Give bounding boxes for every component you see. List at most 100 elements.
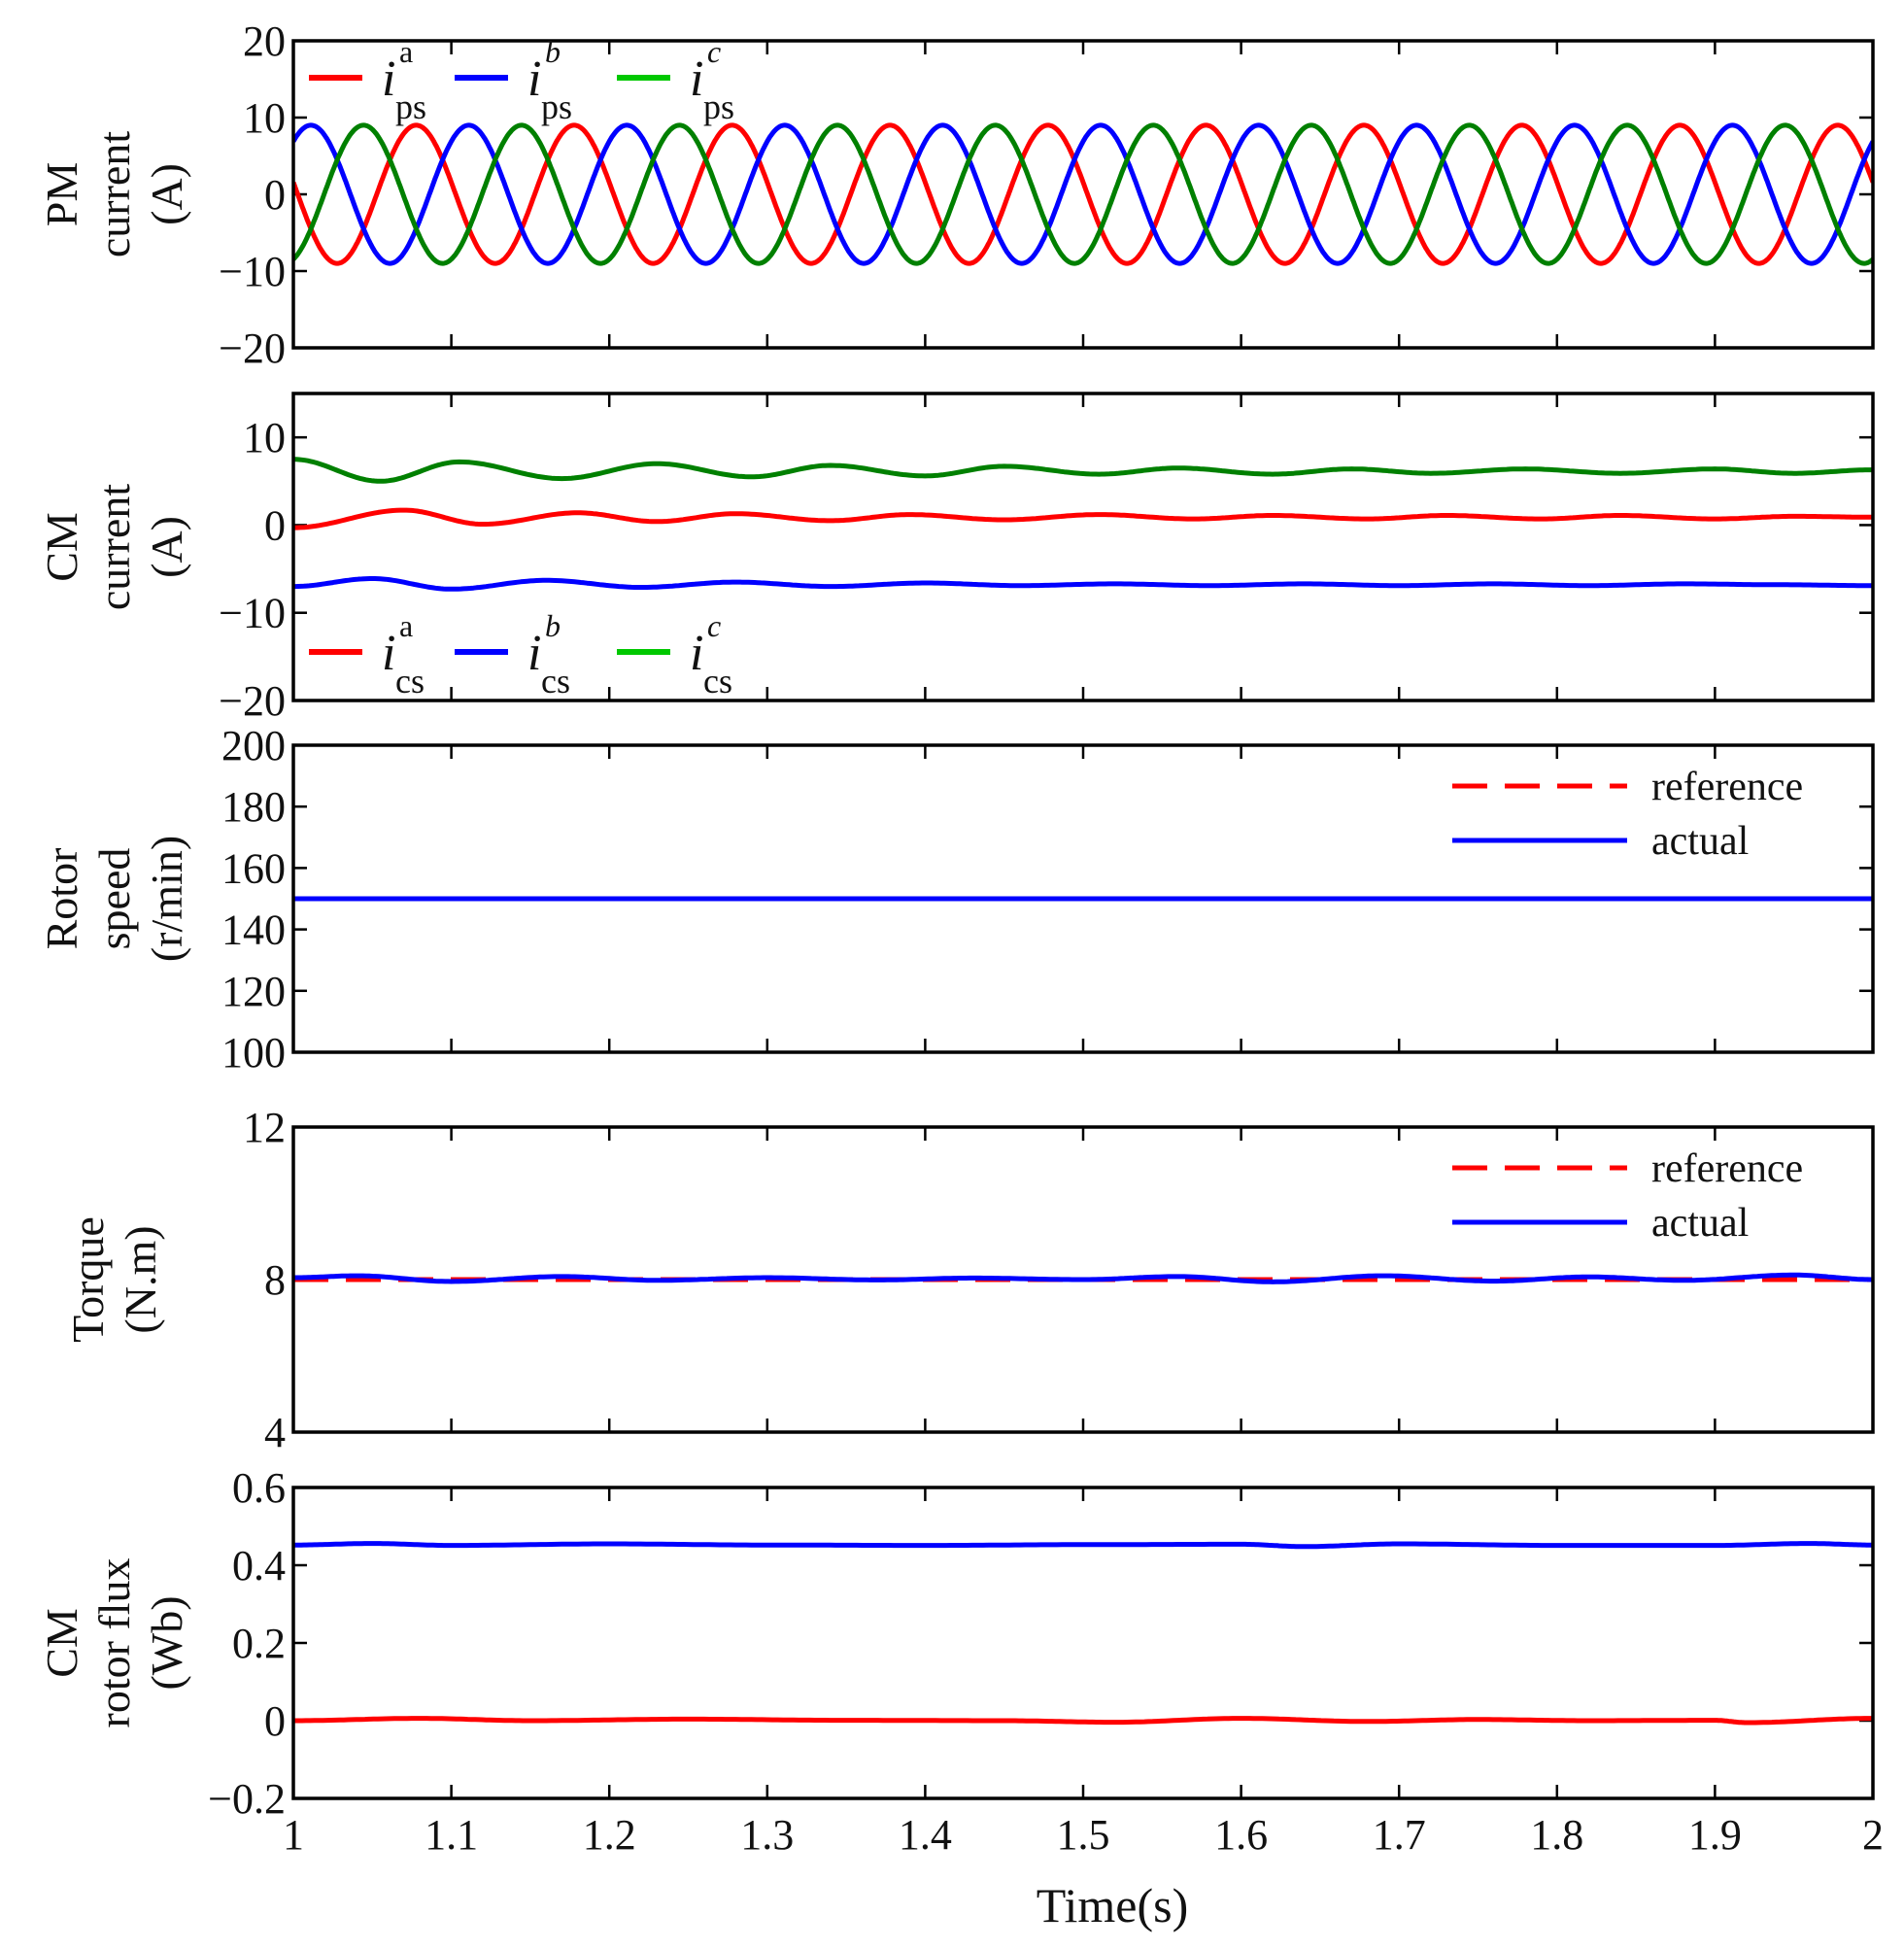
y-tick-label: 20: [243, 17, 286, 65]
x-tick-label: 1.6: [1214, 1811, 1268, 1859]
y-tick-label: 10: [243, 414, 286, 462]
x-tick-label: 1.3: [740, 1811, 794, 1859]
y-tick-label: −10: [219, 248, 286, 295]
y-tick-label: 12: [243, 1104, 286, 1151]
legend-label: actual: [1651, 819, 1749, 864]
x-tick-label: 1.2: [583, 1811, 636, 1859]
y-axis-title-line: current: [89, 131, 139, 257]
y-tick-label: −20: [219, 325, 286, 372]
y-tick-label: −20: [219, 677, 286, 725]
legend-superscript: c: [707, 608, 721, 643]
y-axis-title-line: CM: [37, 1608, 86, 1678]
y-axis-title: PMcurrent(A): [37, 131, 191, 257]
y-tick-label: 0.6: [232, 1464, 286, 1512]
y-axis-title-line: current: [89, 484, 139, 610]
series-line-2: [293, 122, 1873, 266]
series-group: [293, 1541, 1873, 1726]
y-axis-title: Torque(N.m): [63, 1216, 165, 1343]
legend-label: reference: [1651, 765, 1803, 809]
x-tick-label: 2: [1862, 1811, 1884, 1859]
series-line-2: [293, 1716, 1873, 1726]
legend-subscript: ps: [703, 87, 734, 126]
y-tick-label: 100: [221, 1029, 286, 1077]
y-axis-title-line: rotor flux: [89, 1557, 139, 1727]
series-line-3: [293, 576, 1873, 592]
plot-frame: [291, 39, 1875, 350]
y-tick-label: 0: [264, 501, 286, 549]
legend-symbol: i: [382, 626, 395, 681]
chart-panel-4: 12 8 4 Torque(N.m) reference actual: [63, 1104, 1875, 1456]
legend-subscript: cs: [541, 662, 570, 701]
y-axis-title: Rotorspeed(r/min): [37, 836, 191, 962]
y-axis-title-line: PM: [37, 162, 86, 226]
legend-subscript: ps: [541, 87, 572, 126]
x-tick-label: 1: [283, 1811, 304, 1859]
y-tick-label: 200: [221, 722, 286, 769]
plot-frame: [291, 392, 1875, 702]
legend-subscript: ps: [395, 87, 426, 126]
y-tick-label: −10: [219, 590, 286, 637]
y-axis-title: CMrotor flux(Wb): [37, 1557, 191, 1727]
chart-panel-5: 0.6 0.4 0.2 0 −0.2 CMrotor flux(Wb) 1 1.1 1.2 1.3…: [37, 1464, 1884, 1859]
legend-superscript: b: [545, 34, 561, 69]
y-tick-label: 140: [221, 906, 286, 954]
legend-superscript: a: [399, 608, 413, 643]
x-tick-label: 1.9: [1688, 1811, 1742, 1859]
y-tick-label: 0.2: [232, 1620, 286, 1667]
legend-superscript: b: [545, 608, 561, 643]
x-axis-title: Time(s): [1037, 1878, 1189, 1932]
legend-subscript: cs: [703, 662, 732, 701]
y-tick-label: 180: [221, 783, 286, 831]
y-tick-label: 10: [243, 94, 286, 142]
series-group: [293, 457, 1873, 592]
legend-symbol: i: [527, 51, 541, 107]
y-axis-title-line: (r/min): [142, 836, 191, 962]
y-axis-title-line: (Wb): [142, 1595, 191, 1690]
y-tick-label: 0.4: [232, 1542, 286, 1590]
y-axis-title-line: (A): [142, 163, 191, 225]
series-group: [293, 1272, 1873, 1284]
y-tick-label: 160: [221, 844, 286, 892]
series-line-3: [293, 122, 1873, 266]
x-tick-label: 1.8: [1530, 1811, 1583, 1859]
y-axis-title-line: (A): [142, 516, 191, 578]
x-tick-label: 1.1: [425, 1811, 478, 1859]
y-axis-title: CMcurrent(A): [37, 484, 191, 610]
legend-subscript: cs: [395, 662, 425, 701]
legend-superscript: c: [707, 34, 721, 69]
x-tick-label: 1.7: [1373, 1811, 1426, 1859]
legend-label: actual: [1651, 1201, 1749, 1246]
plot-frame: [291, 743, 1875, 1054]
y-tick-label: 0: [264, 1697, 286, 1745]
y-tick-label: 120: [221, 968, 286, 1015]
legend-symbol: i: [527, 626, 541, 681]
y-tick-label: 8: [264, 1256, 286, 1304]
series-line-1: [293, 122, 1873, 266]
series-group: [293, 122, 1873, 266]
y-axis-title-line: Torque: [63, 1216, 113, 1343]
series-line-2: [293, 507, 1873, 530]
y-axis-title-line: speed: [89, 848, 139, 950]
legend-label: reference: [1651, 1146, 1803, 1191]
legend-superscript: a: [399, 34, 413, 69]
y-axis-title-line: CM: [37, 512, 86, 582]
legend-symbol: i: [690, 626, 703, 681]
y-tick-label: 4: [264, 1409, 286, 1456]
y-tick-label: 0: [264, 171, 286, 219]
y-axis-title-line: Rotor: [37, 848, 86, 950]
plot-frame: [291, 1486, 1875, 1800]
y-tick-label: −0.2: [208, 1775, 286, 1823]
series-line-1: [293, 1541, 1873, 1550]
x-tick-label: 1.5: [1057, 1811, 1110, 1859]
plot-frame: [291, 1125, 1875, 1434]
legend-symbol: i: [382, 51, 395, 107]
y-axis-title-line: (N.m): [116, 1225, 165, 1333]
x-tick-label: 1.4: [899, 1811, 952, 1859]
chart-panel-3: 200 180 160 140 120 100 Rotorspeed(r/min) refer…: [37, 722, 1875, 1077]
series-line-1: [293, 457, 1873, 484]
legend-symbol: i: [690, 51, 703, 107]
series-line-2: [293, 1272, 1873, 1284]
